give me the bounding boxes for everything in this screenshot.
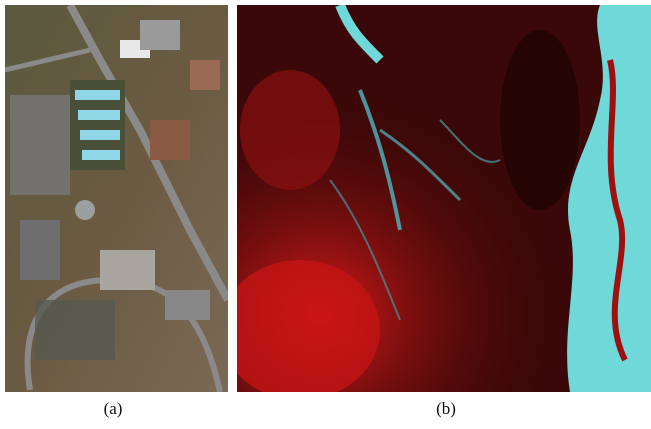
caption-a: (a) <box>104 399 123 418</box>
page: (a) (b) (() => { const data = JSON.parse… <box>0 0 651 429</box>
image-a <box>5 5 228 392</box>
caption-b: (b) <box>436 399 456 418</box>
image-b <box>220 5 651 400</box>
figure: (a) (b) <box>0 0 651 429</box>
